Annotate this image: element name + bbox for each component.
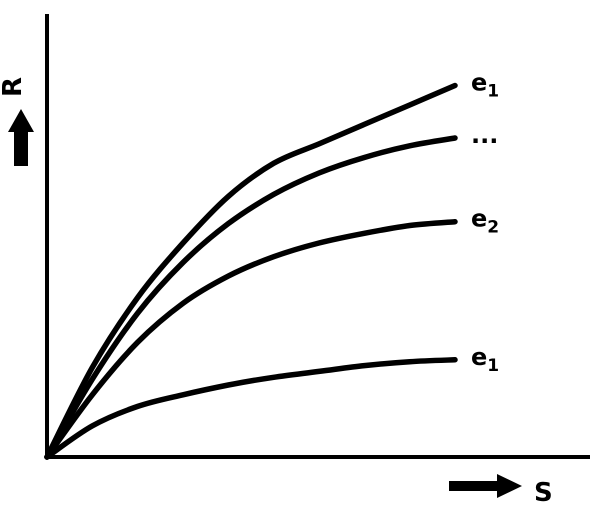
series-line-4 bbox=[44, 357, 458, 460]
series-label-2: ... bbox=[471, 121, 498, 149]
series-line-1 bbox=[44, 82, 458, 460]
series-line-2 bbox=[44, 135, 458, 460]
series-line-3 bbox=[44, 218, 458, 460]
series-label-4: e1 bbox=[471, 343, 499, 376]
series-labels: e1... e2 e1 bbox=[471, 69, 499, 376]
x-axis-label: S bbox=[534, 478, 553, 505]
series-group bbox=[44, 82, 458, 460]
y-axis-arrow bbox=[8, 109, 34, 166]
y-axis-label: R bbox=[0, 77, 28, 97]
series-label-1: e1 bbox=[471, 69, 499, 102]
series-label-3: e2 bbox=[471, 205, 499, 238]
x-axis-arrow bbox=[449, 474, 522, 498]
